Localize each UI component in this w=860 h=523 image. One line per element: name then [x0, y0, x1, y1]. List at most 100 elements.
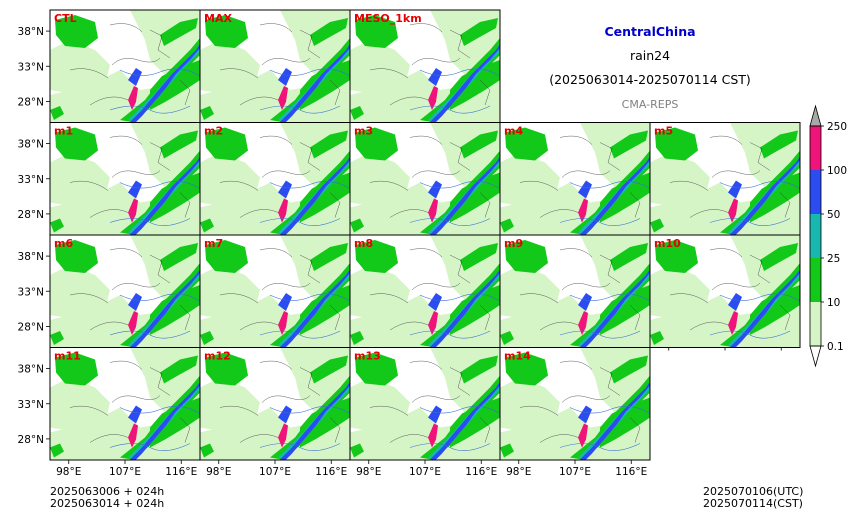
lat-tick-label: 28°N [18, 434, 44, 446]
lat-tick-label: 33°N [18, 286, 44, 298]
precip-field [200, 10, 350, 122]
colorbar-level-label: 250 [827, 121, 847, 133]
lat-tick-label: 33°N [18, 399, 44, 411]
map-panel: m1 [49, 122, 201, 236]
precip-field [350, 235, 500, 347]
lon-tick-label: 98°E [206, 466, 231, 478]
colorbar-level-label: 50 [827, 209, 840, 221]
map-panel: m6 [49, 234, 201, 348]
panel-label: m6 [54, 237, 73, 250]
map-axes: 38°N 33°N 28°N 38°N 33°N 28°N 38°N 33°N 28°N 38°N… [18, 26, 782, 478]
map-panel: m14 [499, 347, 651, 461]
precip-field [50, 347, 200, 460]
map-panel: m13 [349, 347, 501, 461]
colorbar: 0.1 10 25 50 100 250 [809, 104, 847, 368]
panel-label: m1 [54, 125, 73, 138]
init-utc-text: 2025063006 + 024h [50, 485, 165, 498]
panel-label: m11 [54, 350, 81, 363]
map-panel: m9 [499, 234, 651, 348]
valid-utc-text: 2025070106(UTC) [703, 485, 804, 498]
map-panel: m12 [199, 347, 351, 461]
colorbar-segment [810, 214, 821, 258]
region-title: CentralChina [604, 24, 695, 39]
colorbar-level-label: 0.1 [827, 341, 844, 353]
init-time-info: 2025063006 + 024h 2025063014 + 024h [50, 486, 164, 510]
colorbar-segment [810, 302, 821, 346]
map-panel: MESO_1km [349, 9, 501, 123]
panel-label: MAX [204, 12, 232, 25]
lon-tick-label: 116°E [315, 466, 347, 478]
colorbar-level-label: 10 [827, 297, 840, 309]
panel-label: m9 [504, 237, 523, 250]
precip-field [200, 347, 350, 460]
panel-label: m13 [354, 350, 381, 363]
map-panel: m4 [499, 122, 651, 236]
precip-field [500, 122, 650, 235]
lat-tick-label: 28°N [18, 209, 44, 221]
panel-label: m14 [504, 350, 531, 363]
lat-tick-label: 38°N [18, 26, 44, 38]
map-panel: m3 [349, 122, 501, 236]
lat-tick-label: 28°N [18, 321, 44, 333]
colorbar-level-label: 100 [827, 165, 847, 177]
valid-time-info: 2025070106(UTC) 2025070114(CST) [703, 486, 803, 510]
lon-tick-label: 107°E [259, 466, 291, 478]
lon-tick-label: 116°E [465, 466, 497, 478]
panel-label: MESO_1km [354, 12, 422, 25]
precip-field [50, 235, 200, 347]
panel-label: m12 [204, 350, 231, 363]
model-title: CMA-REPS [622, 98, 679, 111]
panel-label: m2 [204, 125, 223, 138]
map-panel: CTL [49, 9, 201, 123]
panel-label: CTL [54, 12, 77, 25]
precip-field [50, 10, 200, 122]
precip-field [200, 235, 350, 347]
precip-field [650, 122, 800, 235]
precip-field [200, 122, 350, 235]
lon-tick-label: 107°E [559, 466, 591, 478]
map-panel: m10 [649, 234, 801, 348]
colorbar-over-arrow [809, 104, 822, 127]
map-panel: m7 [199, 234, 351, 348]
panel-label: m10 [654, 237, 681, 250]
lon-tick-label: 98°E [356, 466, 381, 478]
precip-field [350, 122, 500, 235]
panel-label: m5 [654, 125, 673, 138]
map-panel: m8 [349, 234, 501, 348]
valid-cst-text: 2025070114(CST) [703, 497, 803, 510]
precip-field [50, 122, 200, 235]
precip-field [500, 347, 650, 460]
lon-tick-label: 98°E [56, 466, 81, 478]
lon-tick-label: 107°E [109, 466, 141, 478]
map-panel: MAX [199, 9, 351, 123]
lon-tick-label: 107°E [409, 466, 441, 478]
init-cst-text: 2025063014 + 024h [50, 497, 165, 510]
lat-tick-label: 38°N [18, 139, 44, 151]
lat-tick-label: 38°N [18, 251, 44, 263]
colorbar-segment [810, 126, 821, 170]
precip-field [350, 10, 500, 122]
lat-tick-label: 33°N [18, 174, 44, 186]
colorbar-segment [810, 170, 821, 214]
lon-tick-label: 98°E [506, 466, 531, 478]
colorbar-under-arrow [809, 345, 822, 368]
period-title: (2025063014-2025070114 CST) [549, 72, 751, 87]
figure-title: CentralChina rain24 (2025063014-20250701… [549, 24, 751, 111]
panel-grid: CTL MAX MESO_1km m1 m2 m3 m4 m5 m6 m7 m8 m9 m10 m11 m1… [49, 9, 801, 461]
panel-label: m8 [354, 237, 373, 250]
precip-field [350, 347, 500, 460]
variable-title: rain24 [630, 48, 670, 63]
lat-tick-label: 38°N [18, 364, 44, 376]
lat-tick-label: 28°N [18, 96, 44, 108]
panel-label: m4 [504, 125, 523, 138]
lon-tick-label: 116°E [165, 466, 197, 478]
map-panel: m2 [199, 122, 351, 236]
map-panel: m5 [649, 122, 801, 236]
precip-field [500, 235, 650, 347]
colorbar-frame [809, 125, 822, 347]
panel-label: m7 [204, 237, 223, 250]
lon-tick-label: 116°E [615, 466, 647, 478]
panel-label: m3 [354, 125, 373, 138]
colorbar-segment [810, 258, 821, 302]
